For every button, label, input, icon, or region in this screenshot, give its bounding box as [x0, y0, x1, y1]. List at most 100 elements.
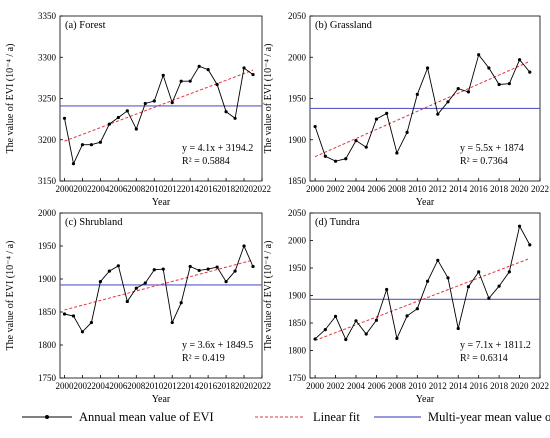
x-axis-title: Year [416, 197, 435, 208]
linear-fit-line [64, 69, 254, 142]
x-tick-label: 2022 [531, 381, 549, 391]
data-point [487, 296, 491, 300]
data-point [354, 138, 358, 143]
data-point [436, 258, 440, 262]
data-point [206, 267, 210, 271]
x-tick-label: 2000 [55, 381, 74, 391]
data-point [125, 299, 129, 304]
data-point [313, 124, 317, 129]
panel-label: (c) Shrubland [65, 217, 123, 228]
data-point [333, 159, 338, 163]
data-point [179, 301, 183, 305]
data-point [313, 337, 317, 341]
data-point [134, 127, 138, 131]
data-point [62, 312, 67, 316]
data-point [224, 110, 228, 114]
x-tick-label: 2010 [145, 381, 164, 391]
x-tick-label: 2014 [181, 381, 200, 391]
data-point [197, 64, 201, 68]
panel-label: (a) Forest [65, 20, 106, 31]
data-point [517, 58, 522, 62]
data-point [71, 314, 76, 318]
data-point [425, 66, 430, 70]
x-tick-label: 2016 [470, 184, 489, 194]
x-tick-label: 2008 [127, 184, 146, 194]
y-tick-label: 1850 [288, 318, 307, 328]
data-point [415, 92, 419, 96]
y-tick-label: 1850 [38, 307, 57, 317]
x-tick-label: 2022 [253, 184, 271, 194]
linear-fit-line [314, 60, 530, 158]
x-tick-label: 2002 [327, 381, 345, 391]
data-point [62, 116, 67, 120]
x-tick-label: 2004 [347, 184, 366, 194]
y-axis-title: The value of EVI (10⁻⁴ / a) [263, 44, 274, 154]
x-tick-label: 2012 [429, 381, 447, 391]
x-tick-label: 2020 [235, 184, 254, 194]
data-point [487, 66, 491, 70]
x-tick-label: 2014 [449, 184, 468, 194]
data-point [233, 116, 237, 120]
data-point [456, 326, 460, 331]
panel-label: (d) Tundra [315, 217, 360, 228]
data-point [466, 285, 471, 289]
data-point [446, 276, 450, 280]
plot-frame [59, 15, 263, 182]
data-point [161, 267, 165, 271]
y-tick-label: 2000 [38, 208, 57, 218]
y-tick-label: 1950 [38, 241, 57, 251]
data-point [466, 90, 471, 94]
data-point [354, 319, 358, 323]
x-tick-label: 2006 [367, 184, 386, 194]
data-point [251, 72, 255, 77]
x-tick-label: 2012 [163, 381, 181, 391]
y-tick-label: 1800 [288, 346, 307, 356]
x-tick-label: 2004 [347, 381, 366, 391]
data-point [125, 109, 129, 113]
x-tick-label: 2020 [235, 381, 254, 391]
y-tick-label: 1750 [38, 373, 57, 383]
y-tick-label: 3350 [38, 11, 57, 21]
data-point [323, 154, 327, 158]
data-point [143, 281, 147, 285]
x-tick-label: 2018 [490, 381, 509, 391]
data-point [206, 68, 210, 72]
legend-item: Linear fit [255, 410, 360, 424]
linear-fit-line [314, 257, 530, 341]
x-tick-label: 2006 [109, 184, 128, 194]
x-tick-label: 2002 [73, 381, 91, 391]
data-point [374, 318, 379, 322]
y-axis-title: The value of EVI (10⁻⁴ / a) [263, 241, 274, 351]
data-point [425, 279, 430, 283]
y-tick-label: 1800 [38, 340, 57, 350]
x-tick-label: 2008 [127, 381, 146, 391]
data-point [215, 265, 219, 269]
x-tick-label: 2004 [91, 381, 110, 391]
x-tick-label: 2018 [490, 184, 509, 194]
data-point [89, 320, 94, 325]
data-point [179, 79, 183, 83]
data-point [71, 162, 76, 166]
data-point [80, 330, 85, 334]
data-point [507, 270, 511, 274]
data-point [477, 270, 481, 274]
data-point [188, 79, 192, 83]
data-point [170, 320, 174, 325]
y-tick-label: 1850 [288, 176, 307, 186]
data-point [374, 117, 379, 121]
x-tick-label: 2000 [306, 184, 325, 194]
x-tick-label: 2000 [306, 381, 325, 391]
data-point [477, 53, 481, 57]
data-point [364, 332, 368, 336]
data-point [436, 112, 440, 116]
y-tick-label: 1750 [288, 373, 307, 383]
x-axis-title: Year [152, 197, 171, 208]
y-tick-label: 1950 [288, 94, 307, 104]
x-tick-label: 2014 [449, 381, 468, 391]
x-tick-label: 2000 [55, 184, 74, 194]
y-tick-label: 2000 [288, 52, 307, 62]
